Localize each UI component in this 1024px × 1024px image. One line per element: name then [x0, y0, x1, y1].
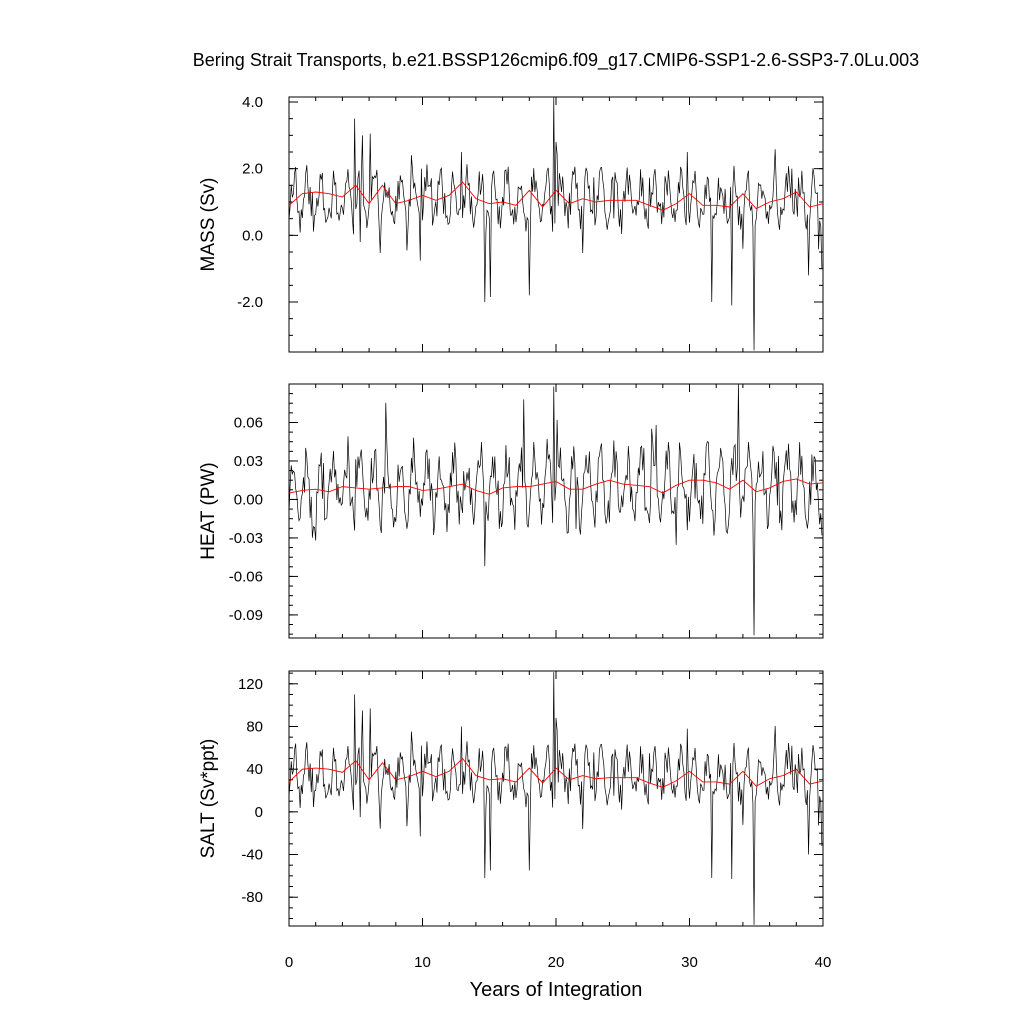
x-tick-label: 20	[548, 954, 565, 971]
y-tick-label-mass: -2.0	[237, 294, 263, 311]
panel-heat: 0.06 0.03 0.00 -0.03 -0.06 -0.09 HEAT (PW)	[198, 383, 824, 639]
chart-title: Bering Strait Transports, b.e21.BSSP126c…	[193, 50, 919, 71]
y-tick-label-heat: -0.03	[229, 530, 263, 547]
annual-mean-series-mass	[288, 181, 824, 211]
x-tick-label: 30	[681, 954, 698, 971]
y-tick-label-salt: 0	[255, 804, 263, 821]
annual-mean-series-salt	[288, 757, 824, 788]
y-tick-label-heat: 0.03	[234, 453, 263, 470]
monthly-series-salt	[288, 672, 823, 925]
y-tick-label-heat: 0.06	[234, 414, 263, 431]
y-tick-label-salt: 80	[246, 718, 263, 735]
y-tick-label-mass: 2.0	[242, 161, 263, 178]
plot-frame-heat	[288, 383, 824, 639]
y-tick-label-mass: 4.0	[242, 94, 263, 111]
monthly-series-mass	[288, 96, 823, 351]
y-tick-label-heat: 0.00	[234, 491, 263, 508]
y-axis-label-heat: HEAT (PW)	[198, 462, 219, 559]
x-tick-label: 10	[414, 954, 431, 971]
annual-mean-series-heat	[288, 478, 824, 495]
x-tick-label: 40	[815, 954, 832, 971]
y-tick-label-heat: -0.06	[229, 568, 263, 585]
panel-salt: 120 80 40 0 -40 -80 SALT (Sv*ppt)	[198, 670, 824, 927]
plot-frame-salt	[288, 670, 824, 927]
x-tick-label: 0	[285, 954, 293, 971]
y-tick-label-salt: 40	[246, 761, 263, 778]
y-tick-label-salt: -40	[241, 847, 263, 864]
panels: 4.0 2.0 0.0 -2.0 MASS (Sv) 0.06 0.03 0.00 -0.03 -…	[198, 94, 831, 971]
y-tick-label-heat: -0.09	[229, 607, 263, 624]
y-axis-label-mass: MASS (Sv)	[198, 178, 219, 272]
plot-frame-mass	[288, 96, 824, 353]
y-tick-label-mass: 0.0	[242, 227, 263, 244]
panel-mass: 4.0 2.0 0.0 -2.0 MASS (Sv)	[198, 94, 824, 353]
y-tick-label-salt: 120	[238, 676, 263, 693]
x-axis-label: Years of Integration	[470, 979, 643, 1001]
y-axis-label-salt: SALT (Sv*ppt)	[198, 739, 219, 859]
monthly-series-heat	[288, 383, 823, 636]
y-tick-label-salt: -80	[241, 889, 263, 906]
